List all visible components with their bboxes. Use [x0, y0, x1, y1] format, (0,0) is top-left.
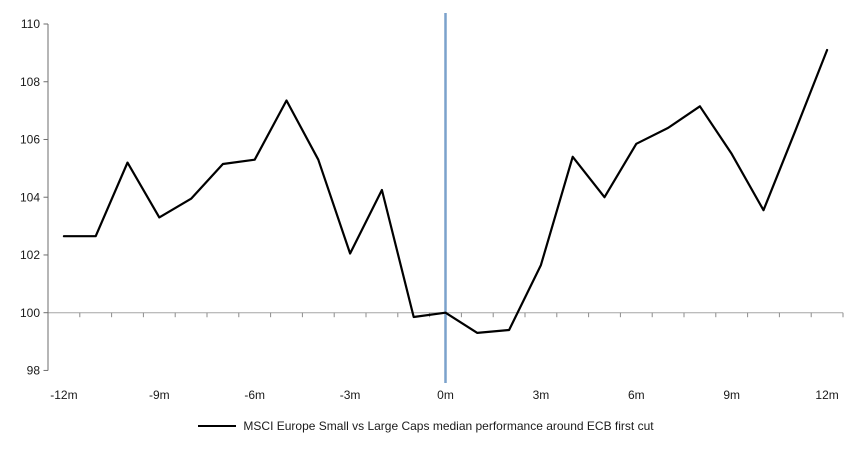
- y-axis-label: 110: [21, 17, 40, 31]
- y-axis-label: 102: [20, 248, 40, 262]
- legend-line-sample-icon: [198, 425, 237, 427]
- x-axis-label: -12m: [50, 388, 77, 402]
- y-axis-label: 106: [20, 133, 40, 147]
- x-axis-label: 12m: [815, 388, 838, 402]
- x-axis-label: 0m: [437, 388, 454, 402]
- y-axis-label: 98: [27, 364, 41, 378]
- x-axis-label: -9m: [149, 388, 170, 402]
- legend: MSCI Europe Small vs Large Caps median p…: [0, 419, 852, 433]
- legend-label: MSCI Europe Small vs Large Caps median p…: [243, 419, 654, 433]
- x-axis-label: -3m: [340, 388, 361, 402]
- x-axis-label: 3m: [533, 388, 550, 402]
- y-axis-label: 104: [20, 190, 40, 204]
- y-axis-label: 100: [20, 306, 40, 320]
- x-axis-label: 9m: [723, 388, 740, 402]
- y-axis-label: 108: [20, 75, 40, 89]
- x-axis-label: -6m: [244, 388, 265, 402]
- series-line: [62, 48, 829, 334]
- x-axis-label: 6m: [628, 388, 645, 402]
